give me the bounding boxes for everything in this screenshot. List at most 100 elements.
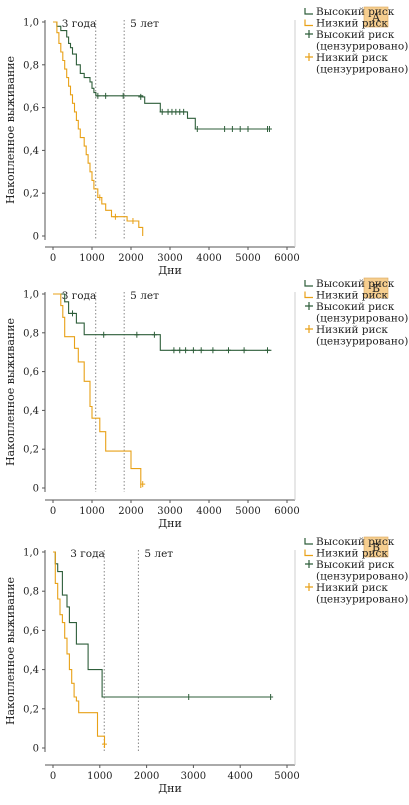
vline-3-years-label: 3 года [70,548,105,560]
series-low-risk-line [53,551,106,748]
censor-mark-high [101,331,107,338]
censor-mark-low [130,218,136,225]
y-tick-label: 0,4 [23,665,39,676]
censor-mark-high [95,92,101,99]
censor-mark-high [120,92,126,99]
legend-label: Высокий риск [316,536,395,548]
panel-2: 0 0,2 0,4 0,6 0,8 1,0 0 1000 2000 3000 4000 5000 600… [4,277,408,530]
x-tick-label: 2000 [118,253,143,264]
censor-mark-low [140,481,146,488]
legend-step-icon [304,538,313,545]
x-tick-label: 0 [50,771,56,782]
legend-censor-icon [305,30,313,38]
x-tick-label: 5000 [274,771,299,782]
censor-mark-high [194,126,200,132]
y-tick-label: 0,2 [23,445,39,456]
x-tick-label: 3000 [157,253,182,264]
x-tick-label: 4000 [227,771,252,782]
censor-mark-high [268,694,274,701]
series-high-risk-line [53,21,272,130]
censor-mark-high [183,347,189,354]
legend-label: Высокий риск [316,29,395,41]
y-tick-label: 0,4 [23,406,39,417]
panel-badge-label: А [372,11,381,24]
censor-mark-high [245,126,251,132]
series-low-risk-line [53,21,144,236]
legend-label: Высокий риск [316,301,395,313]
y-tick-label: 0 [33,744,39,755]
censor-mark-high [186,694,192,701]
vline-3-years-label: 3 года [62,18,97,30]
x-tick-label: 3000 [157,506,182,517]
series-low-risk-line [53,293,142,488]
vline-5-years-label: 5 лет [130,18,159,30]
censor-mark-high [177,347,183,354]
censor-mark-low [97,194,103,201]
x-axis-label: Дни [158,782,182,795]
x-tick-label: 5000 [235,506,260,517]
panel-badge [363,536,389,558]
y-axis-label: Накопленное выживание [4,56,17,204]
x-tick-label: 0 [50,253,56,264]
legend-censor-icon [305,53,313,61]
x-axis-label: Дни [158,264,182,277]
y-tick-label: 0,2 [23,189,39,200]
legend-censor-icon [305,325,313,333]
x-tick-label: 1000 [87,771,112,782]
legend-label: (цензурировано) [316,336,408,348]
censor-mark-high [171,347,177,354]
censor-mark-high [266,126,272,132]
legend-step-icon [304,291,313,299]
censor-mark-low [101,741,107,748]
panel-badge-label: В [372,541,380,554]
y-tick-label: 0,8 [23,328,39,339]
panel-1: 0 0,2 0,4 0,6 0,8 1,0 0 1000 2000 3000 4000 5000 600… [4,6,408,277]
legend-label: Высокий риск [316,278,395,290]
legend-label: Низкий риск [316,290,388,302]
x-tick-label: 1000 [79,253,104,264]
censor-mark-high [229,126,235,132]
y-tick-label: 0,2 [23,704,39,715]
y-tick-label: 1,0 [23,548,39,559]
censor-mark-high [226,347,231,354]
y-tick-label: 0,4 [23,146,39,157]
panel-badge [363,6,389,28]
y-tick-label: 0 [33,484,39,495]
censor-mark-low [112,213,118,220]
y-tick-label: 0,6 [23,367,39,378]
panel-badge-label: Б [372,282,380,295]
series-high-risk-line [53,293,272,351]
censor-mark-high [190,347,196,354]
y-tick-label: 0,8 [23,587,39,598]
x-tick-label: 2000 [118,506,143,517]
censor-mark-high [151,331,157,338]
legend-label: Низкий риск [316,582,388,594]
y-tick-label: 0,6 [23,103,39,114]
censor-mark-high [265,347,270,354]
censor-mark-high [241,347,247,354]
legend-step-icon [304,19,313,27]
x-tick-label: 4000 [196,253,221,264]
vline-5-years-label: 5 лет [130,290,159,302]
legend-label: Низкий риск [316,52,388,64]
censor-mark-high [198,347,204,354]
x-tick-label: 0 [50,506,56,517]
legend-censor-icon [305,302,313,310]
censor-mark-high [138,93,144,100]
series-high-risk-line [53,551,271,698]
legend-label: (цензурировано) [316,64,408,76]
censor-mark-high [159,108,165,115]
x-tick-label: 4000 [196,506,221,517]
y-tick-label: 1,0 [23,18,39,29]
censor-mark-high [181,108,187,115]
x-tick-label: 6000 [274,253,299,264]
legend-label: (цензурировано) [316,594,408,606]
vline-5-years-label: 5 лет [144,548,173,560]
panel-3: 0 0,2 0,4 0,6 0,8 1,0 0 1000 2000 3000 4000 5000 Дни… [4,536,408,795]
y-tick-label: 0 [33,232,39,243]
vline-3-years-label: 3 года [62,290,97,302]
y-tick-label: 0,6 [23,626,39,637]
x-tick-label: 2000 [134,771,159,782]
